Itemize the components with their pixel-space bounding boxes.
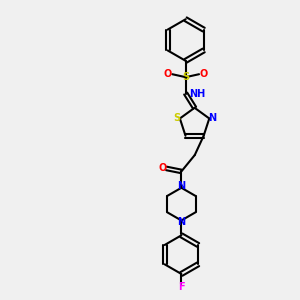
Text: O: O	[200, 69, 208, 79]
Text: O: O	[159, 164, 167, 173]
Text: F: F	[178, 282, 185, 292]
Text: N: N	[177, 217, 185, 227]
Text: S: S	[173, 113, 180, 124]
Text: N: N	[177, 181, 185, 191]
Text: N: N	[208, 113, 216, 124]
Text: S: S	[182, 72, 189, 82]
Text: NH: NH	[189, 88, 206, 98]
Text: O: O	[164, 69, 172, 79]
